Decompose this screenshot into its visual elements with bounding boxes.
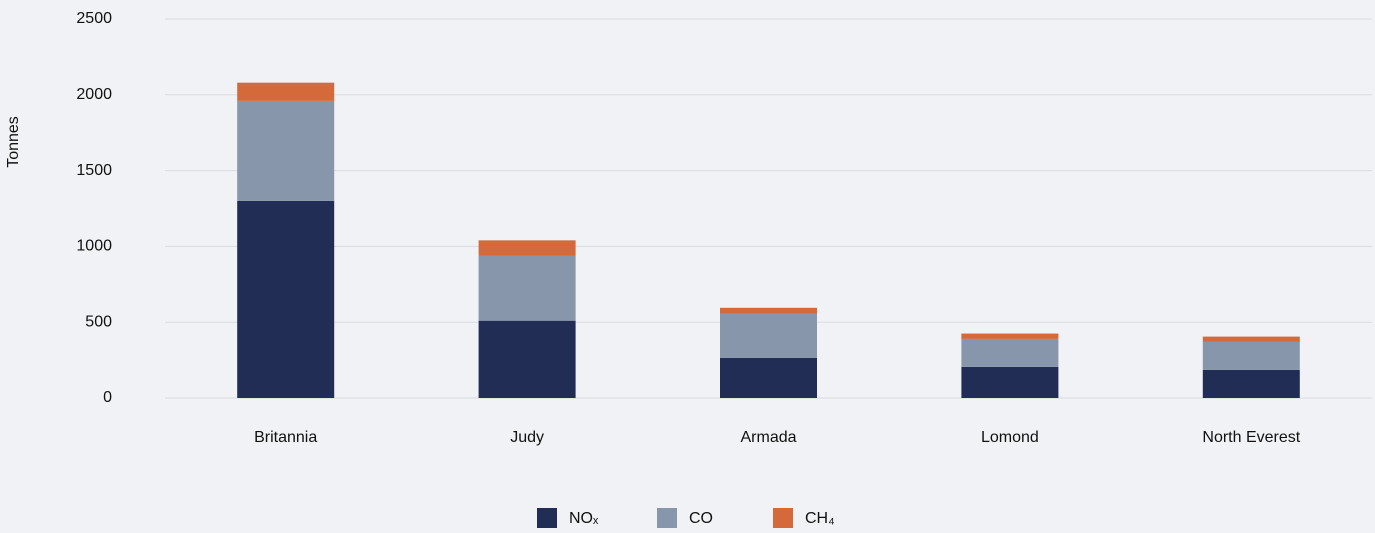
x-tick-label: North Everest	[1202, 429, 1300, 446]
bar-segment	[720, 313, 817, 358]
bar-segment	[478, 240, 576, 256]
legend-label: NOₓ	[569, 510, 599, 527]
x-tick-label: Lomond	[981, 429, 1039, 446]
bar-segment	[961, 333, 1059, 339]
bar-segment	[720, 307, 817, 314]
y-tick-label: 0	[103, 389, 112, 406]
legend-swatch	[773, 508, 793, 528]
legend-label: CH₄	[805, 510, 835, 527]
bar-segment	[478, 255, 576, 321]
bar-segment	[961, 366, 1059, 398]
bar-segment	[1202, 369, 1300, 398]
bar-segment	[1202, 341, 1300, 370]
legend-swatch	[657, 508, 677, 528]
legend-swatch	[537, 508, 557, 528]
y-axis-label: Tonnes	[5, 116, 22, 168]
bar-segment	[961, 338, 1059, 367]
y-tick-label: 1500	[76, 162, 112, 179]
bar-segment	[1202, 336, 1300, 342]
bar-segment	[237, 100, 335, 201]
y-tick-label: 500	[85, 313, 112, 330]
bar-segment	[237, 200, 335, 398]
bar-segment	[237, 82, 335, 101]
x-tick-label: Armada	[740, 429, 796, 446]
y-tick-label: 1000	[76, 238, 112, 255]
bar-segment	[478, 320, 576, 398]
y-tick-label: 2000	[76, 86, 112, 103]
y-tick-label: 2500	[76, 10, 112, 27]
x-tick-label: Judy	[510, 429, 544, 446]
legend-label: CO	[689, 510, 713, 527]
bar-segment	[720, 357, 817, 398]
x-tick-label: Britannia	[254, 429, 317, 446]
